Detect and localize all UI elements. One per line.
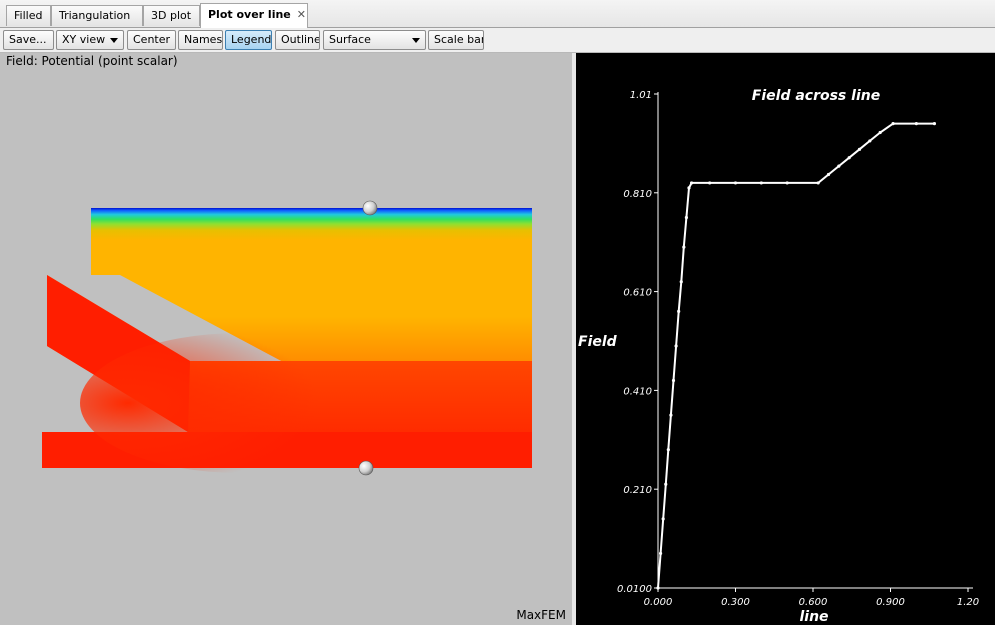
chart-title: Field across line bbox=[752, 88, 880, 104]
outline-button[interactable]: Outline bbox=[275, 30, 320, 50]
data-point bbox=[847, 156, 851, 160]
tab-label: Filled bbox=[14, 9, 43, 22]
tab-label: 3D plot bbox=[151, 9, 192, 22]
chevron-down-icon bbox=[110, 38, 118, 43]
y-tick-label: 0.410 bbox=[623, 386, 652, 397]
x-tick-label: 0.900 bbox=[876, 597, 905, 608]
tab-bar: Filled Triangulation 3D plot Plot over l… bbox=[0, 0, 995, 28]
y-axis-label: Field bbox=[578, 334, 618, 350]
y-tick-label: 0.610 bbox=[623, 288, 652, 299]
tab-3d-plot[interactable]: 3D plot bbox=[143, 5, 200, 26]
scale-bar-button[interactable]: Scale bar bbox=[428, 30, 484, 50]
brand-label: MaxFEM bbox=[516, 608, 566, 622]
data-point bbox=[687, 186, 691, 190]
y-tick-label: 0.0100 bbox=[617, 584, 652, 595]
data-point bbox=[674, 344, 678, 348]
legend-toggle-button[interactable]: Legend bbox=[225, 30, 272, 50]
tab-filled[interactable]: Filled bbox=[6, 5, 51, 26]
pane-splitter[interactable] bbox=[572, 53, 576, 625]
x-tick-label: 0.600 bbox=[799, 597, 828, 608]
line-plot-pane: Field across line Field line 0.000 0.300 0… bbox=[576, 53, 995, 625]
data-point bbox=[759, 181, 763, 185]
data-point bbox=[679, 280, 683, 284]
data-point bbox=[868, 139, 872, 143]
fem-field-plot[interactable] bbox=[0, 53, 572, 625]
save-button[interactable]: Save... bbox=[3, 30, 54, 50]
line-start-handle[interactable] bbox=[362, 200, 378, 216]
data-point bbox=[671, 378, 676, 383]
data-point bbox=[656, 586, 660, 590]
tab-label: Triangulation bbox=[59, 9, 131, 22]
fem-upper-region bbox=[91, 208, 532, 363]
tab-triangulation[interactable]: Triangulation bbox=[51, 5, 143, 26]
data-point bbox=[708, 181, 712, 185]
data-point bbox=[684, 215, 689, 220]
data-point bbox=[658, 551, 663, 556]
tab-plot-over-line[interactable]: Plot over line ✕ bbox=[200, 3, 308, 28]
data-point bbox=[816, 181, 820, 185]
fem-view-pane[interactable]: Field: Potential (point scalar) MaxFEM bbox=[0, 53, 572, 625]
fem-top-boundary-layer bbox=[91, 208, 532, 240]
surface-select[interactable]: Surface bbox=[323, 30, 426, 50]
data-point bbox=[689, 181, 694, 185]
data-point bbox=[932, 122, 937, 126]
data-point bbox=[914, 122, 918, 126]
data-point bbox=[826, 172, 831, 177]
y-tick-label: 0.810 bbox=[623, 189, 652, 200]
data-point bbox=[677, 309, 681, 313]
y-tick-label: 1.01 bbox=[630, 90, 652, 101]
field-label: Field: Potential (point scalar) bbox=[6, 54, 178, 68]
data-point bbox=[878, 130, 882, 135]
data-point bbox=[666, 448, 670, 452]
x-tick-label: 0.000 bbox=[644, 597, 673, 608]
line-end-handle[interactable] bbox=[358, 460, 374, 476]
x-axis-label: line bbox=[799, 609, 828, 625]
line-plot-chart: Field across line Field line 0.000 0.300 0… bbox=[578, 88, 979, 625]
view-select[interactable]: XY view bbox=[56, 30, 124, 50]
data-point bbox=[733, 181, 738, 185]
fem-color-blend bbox=[80, 333, 400, 473]
x-tick-label: 0.300 bbox=[721, 597, 750, 608]
data-point bbox=[785, 181, 789, 185]
y-tick-label: 0.210 bbox=[623, 485, 652, 496]
tab-label: Plot over line bbox=[208, 8, 291, 21]
toolbar: Save... XY view Center Names Legend Outl… bbox=[0, 28, 995, 53]
x-tick-label: 1.20 bbox=[957, 597, 979, 608]
data-point bbox=[837, 164, 841, 168]
data-point bbox=[661, 517, 665, 521]
center-button[interactable]: Center bbox=[127, 30, 176, 50]
data-point bbox=[669, 413, 673, 417]
series-line bbox=[657, 122, 935, 589]
close-icon[interactable]: ✕ bbox=[296, 8, 306, 21]
data-point bbox=[664, 482, 668, 486]
data-point bbox=[891, 122, 895, 126]
data-point bbox=[682, 245, 686, 249]
chevron-down-icon bbox=[412, 38, 420, 43]
view-select-value: XY view bbox=[62, 33, 106, 46]
data-point bbox=[857, 147, 862, 151]
names-button[interactable]: Names bbox=[178, 30, 223, 50]
surface-select-value: Surface bbox=[329, 33, 371, 46]
